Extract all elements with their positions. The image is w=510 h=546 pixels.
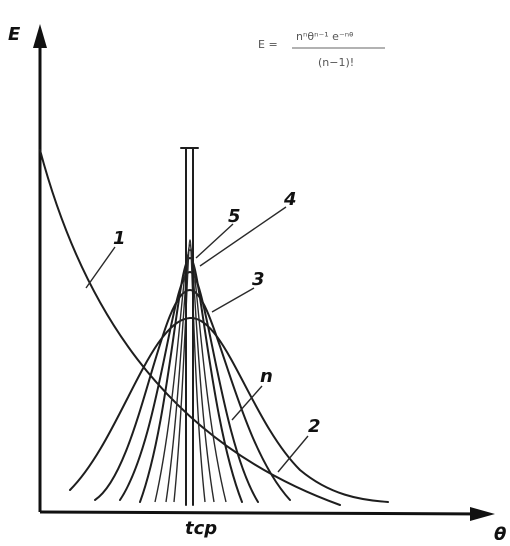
x-mark: tср [185, 518, 217, 539]
y-arrow [33, 24, 47, 48]
curve-4 [119, 270, 259, 503]
curve-2 [69, 316, 389, 503]
y-label: E [8, 24, 21, 45]
curve-label: 5 [228, 206, 241, 227]
leader-lines [85, 206, 309, 473]
formula-numerator: nⁿθⁿ⁻¹ e⁻ⁿᶿ [296, 30, 354, 43]
formula-lhs: E = [258, 38, 278, 51]
curve-5 [139, 256, 243, 503]
x-arrow [470, 507, 495, 521]
x-label: θ [494, 524, 506, 545]
x-axis [39, 510, 489, 516]
curve-label: 2 [308, 416, 321, 437]
curve-n [165, 244, 215, 503]
spike [180, 147, 199, 506]
curve-label: n [260, 366, 273, 387]
curve-label: 4 [283, 189, 297, 210]
curve-n [173, 239, 206, 503]
curve-label: 3 [252, 269, 265, 290]
formula-denominator: (n−1)! [318, 56, 354, 69]
curve-3 [94, 288, 291, 501]
curve-n [154, 249, 227, 503]
curve-label: 1 [113, 228, 126, 249]
